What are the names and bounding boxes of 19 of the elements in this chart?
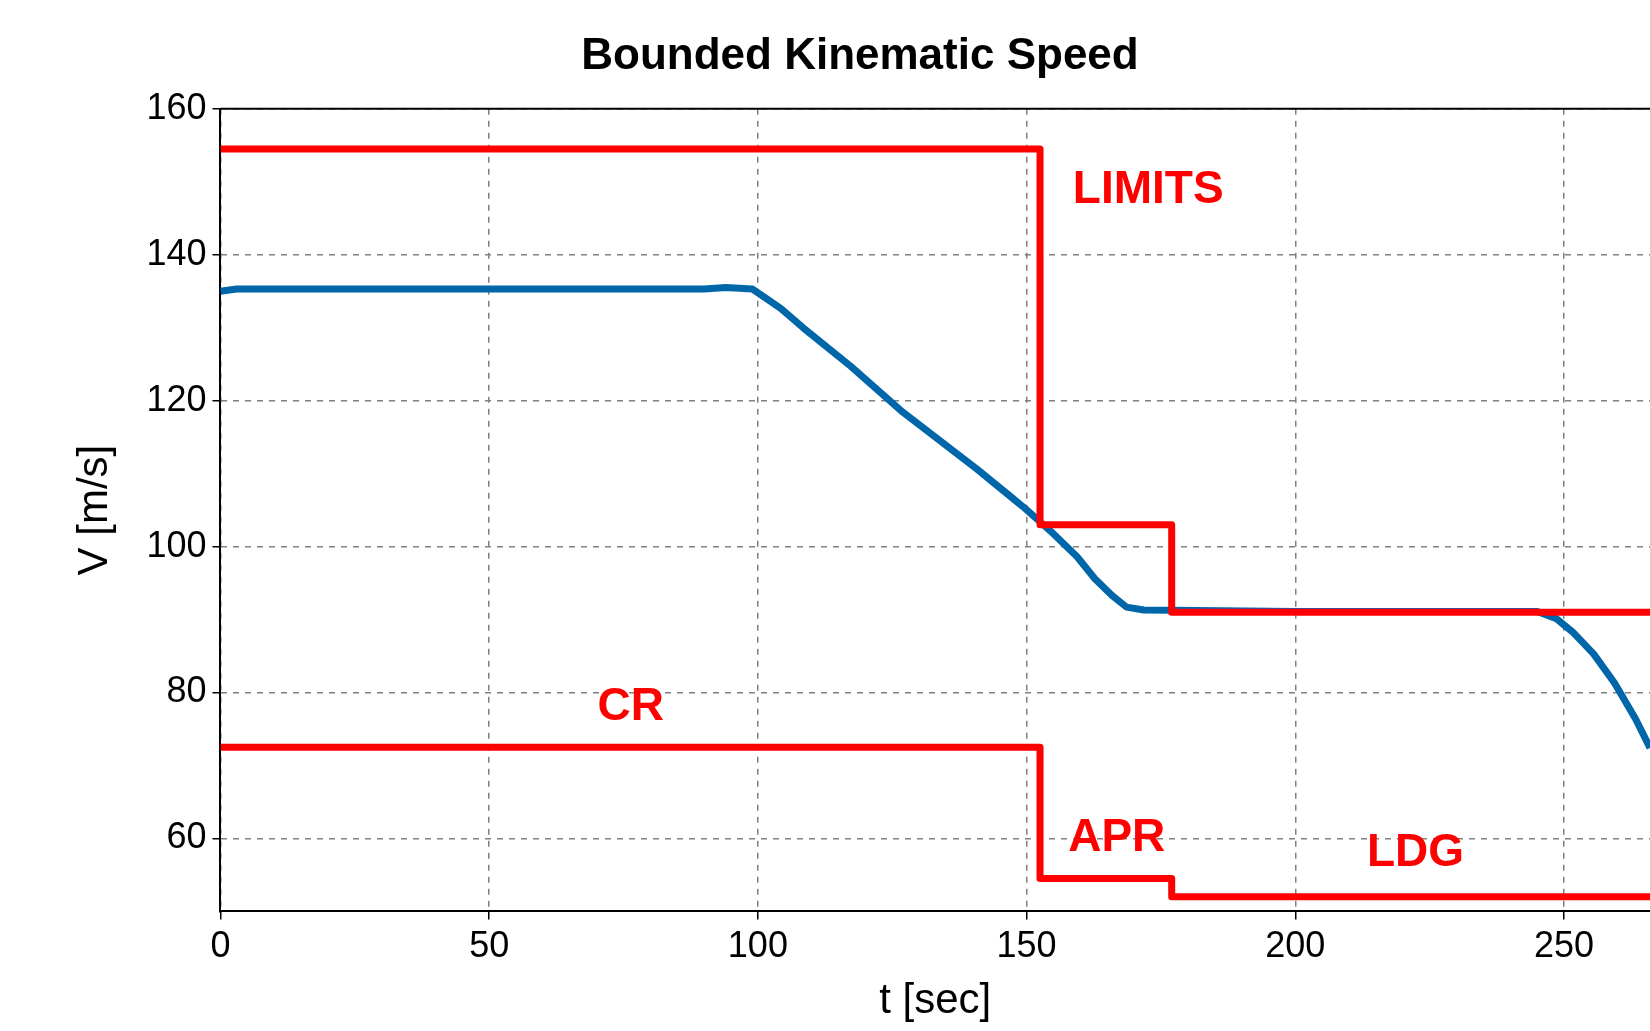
annotation: LDG — [1367, 824, 1465, 877]
y-tick-label: 100 — [146, 523, 207, 565]
x-tick-label: 0 — [210, 923, 231, 965]
x-tick-label: 250 — [1533, 923, 1595, 965]
annotation: CR — [597, 678, 664, 731]
x-tick-label: 100 — [727, 923, 788, 965]
y-axis-title: V [m/s] — [68, 444, 116, 576]
annotation: APR — [1068, 809, 1166, 862]
x-tick-label: 200 — [1265, 923, 1326, 965]
y-tick-label: 140 — [146, 231, 207, 273]
x-tick-label: 50 — [469, 923, 510, 965]
annotation: LIMITS — [1072, 160, 1224, 213]
y-tick-label: 60 — [166, 815, 207, 857]
y-tick-label: 120 — [146, 377, 207, 419]
x-tick-label: 150 — [996, 923, 1057, 965]
x-axis-title: t [sec] — [879, 975, 992, 1023]
chart-title: Bounded Kinematic Speed — [581, 28, 1139, 78]
y-tick-label: 160 — [146, 85, 207, 127]
y-tick-label: 80 — [166, 669, 207, 711]
